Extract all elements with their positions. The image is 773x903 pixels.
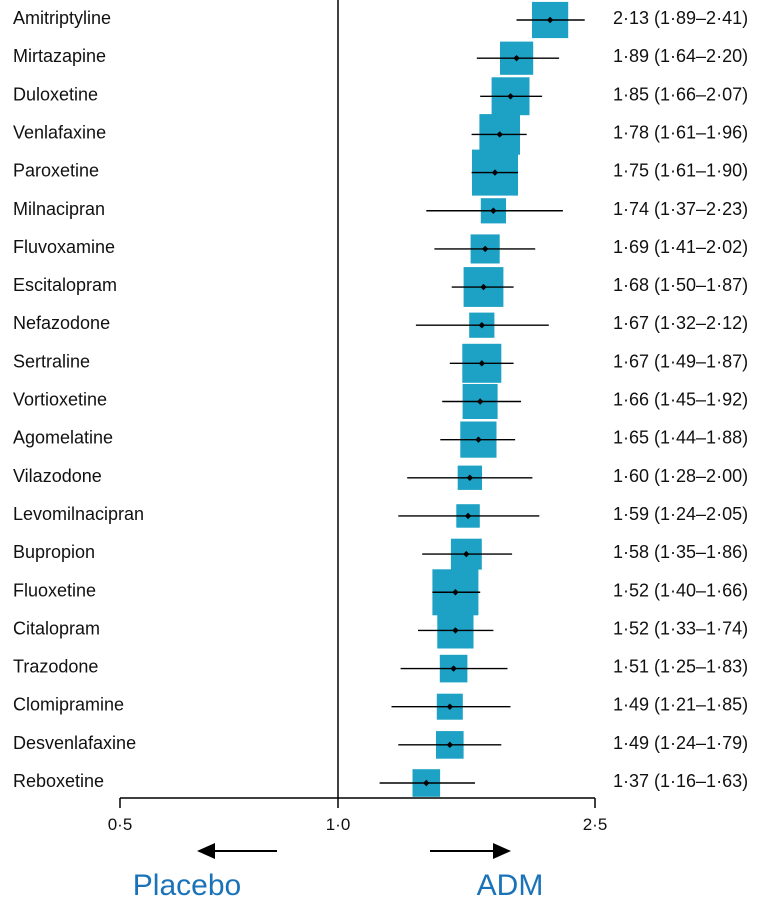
drug-label: Vilazodone bbox=[13, 466, 102, 486]
point-estimate-marker bbox=[452, 589, 459, 596]
estimate-ci-label: 1·37 (1·16–1·63) bbox=[613, 771, 748, 791]
drug-label: Levomilnacipran bbox=[13, 504, 144, 524]
point-estimate-marker bbox=[450, 665, 457, 672]
direction-indicators: Placebo ADM bbox=[133, 843, 544, 902]
adm-arrowhead-icon bbox=[493, 843, 511, 859]
drug-label: Sertraline bbox=[13, 351, 90, 371]
forest-row: Reboxetine 1·37 (1·16–1·63) bbox=[13, 769, 748, 797]
point-estimate-marker bbox=[452, 627, 459, 634]
estimate-ci-label: 1·75 (1·61–1·90) bbox=[613, 161, 748, 181]
drug-label: Bupropion bbox=[13, 542, 95, 562]
point-estimate-marker bbox=[507, 93, 514, 100]
x-axis: 0·5 1·0 2·5 bbox=[108, 0, 608, 834]
estimate-ci-label: 1·74 (1·37–2·23) bbox=[613, 199, 748, 219]
estimate-ci-label: 1·69 (1·41–2·02) bbox=[613, 237, 748, 257]
drug-label: Desvenlafaxine bbox=[13, 733, 136, 753]
estimate-ci-label: 1·68 (1·50–1·87) bbox=[613, 275, 748, 295]
drug-label: Venlafaxine bbox=[13, 122, 106, 142]
estimate-ci-label: 1·65 (1·44–1·88) bbox=[613, 428, 748, 448]
x-axis-ticks: 0·5 1·0 2·5 bbox=[108, 798, 608, 834]
point-estimate-marker bbox=[481, 245, 489, 253]
estimate-ci-label: 1·78 (1·61–1·96) bbox=[613, 122, 748, 142]
drug-label: Escitalopram bbox=[13, 275, 117, 295]
point-estimate-marker bbox=[463, 550, 470, 558]
point-estimate-marker bbox=[464, 512, 472, 520]
point-estimate-marker bbox=[513, 54, 520, 62]
point-estimate-marker bbox=[475, 436, 482, 443]
estimate-ci-label: 1·49 (1·24–1·79) bbox=[613, 733, 748, 753]
drug-label: Agomelatine bbox=[13, 428, 113, 448]
forest-row: Escitalopram 1·68 (1·50–1·87) bbox=[13, 267, 748, 307]
forest-row: Vilazodone 1·60 (1·28–2·00) bbox=[13, 465, 748, 490]
drug-label: Nefazodone bbox=[13, 313, 110, 333]
forest-row: Agomelatine 1·65 (1·44–1·88) bbox=[13, 421, 748, 458]
estimate-ci-label: 2·13 (1·89–2·41) bbox=[613, 8, 748, 28]
forest-row: Duloxetine 1·85 (1·66–2·07) bbox=[13, 77, 748, 116]
forest-row: Trazodone 1·51 (1·25–1·83) bbox=[13, 654, 748, 683]
forest-row: Venlafaxine 1·78 (1·61–1·96) bbox=[13, 114, 748, 155]
forest-row: Sertraline 1·67 (1·49–1·87) bbox=[13, 343, 748, 383]
point-estimate-marker bbox=[466, 474, 474, 481]
drug-label: Reboxetine bbox=[13, 771, 104, 791]
drug-label: Fluvoxamine bbox=[13, 237, 115, 257]
estimate-ci-label: 1·52 (1·33–1·74) bbox=[613, 618, 748, 638]
estimate-ci-label: 1·67 (1·49–1·87) bbox=[613, 351, 748, 371]
forest-row: Clomipramine 1·49 (1·21–1·85) bbox=[13, 693, 748, 720]
drug-label: Fluoxetine bbox=[13, 580, 96, 600]
point-estimate-marker bbox=[446, 741, 454, 749]
drug-label: Amitriptyline bbox=[13, 8, 111, 28]
estimate-ci-label: 1·58 (1·35–1·86) bbox=[613, 542, 748, 562]
forest-row: Fluoxetine 1·52 (1·40–1·66) bbox=[13, 569, 748, 616]
estimate-ci-label: 1·51 (1·25–1·83) bbox=[613, 657, 748, 677]
point-estimate-marker bbox=[423, 779, 430, 787]
drug-label: Trazodone bbox=[13, 657, 98, 677]
estimate-ci-label: 1·52 (1·40–1·66) bbox=[613, 580, 748, 600]
drug-label: Citalopram bbox=[13, 618, 100, 638]
estimate-ci-label: 1·66 (1·45–1·92) bbox=[613, 390, 748, 410]
forest-row: Amitriptyline 2·13 (1·89–2·41) bbox=[13, 1, 748, 39]
forest-row: Desvenlafaxine 1·49 (1·24–1·79) bbox=[13, 731, 748, 759]
forest-row: Paroxetine 1·75 (1·61–1·90) bbox=[13, 149, 748, 196]
placebo-arrowhead-icon bbox=[197, 843, 215, 859]
estimate-ci-label: 1·49 (1·21–1·85) bbox=[613, 695, 748, 715]
forest-row: Citalopram 1·52 (1·33–1·74) bbox=[13, 612, 748, 649]
estimate-ci-label: 1·60 (1·28–2·00) bbox=[613, 466, 748, 486]
forest-row: Milnacipran 1·74 (1·37–2·23) bbox=[13, 198, 748, 224]
point-estimate-marker bbox=[546, 16, 554, 24]
x-tick-label: 0·5 bbox=[108, 815, 133, 834]
estimate-ci-label: 1·67 (1·32–2·12) bbox=[613, 313, 748, 333]
adm-direction-label: ADM bbox=[477, 869, 544, 902]
placebo-direction-label: Placebo bbox=[133, 869, 241, 902]
drug-label: Milnacipran bbox=[13, 199, 105, 219]
point-estimate-marker bbox=[480, 283, 487, 291]
x-tick-label: 2·5 bbox=[583, 815, 608, 834]
x-tick-label: 1·0 bbox=[326, 815, 351, 834]
forest-row: Levomilnacipran 1·59 (1·24–2·05) bbox=[13, 504, 748, 528]
forest-row: Nefazodone 1·67 (1·32–2·12) bbox=[13, 312, 748, 338]
forest-row: Fluvoxamine 1·69 (1·41–2·02) bbox=[13, 234, 748, 264]
point-estimate-marker bbox=[446, 703, 454, 710]
point-estimate-marker bbox=[476, 398, 484, 405]
estimate-ci-label: 1·89 (1·64–2·20) bbox=[613, 46, 748, 66]
drug-label: Vortioxetine bbox=[13, 390, 107, 410]
forest-row: Vortioxetine 1·66 (1·45–1·92) bbox=[13, 384, 748, 419]
forest-row: Bupropion 1·58 (1·35–1·86) bbox=[13, 538, 748, 570]
point-estimate-marker bbox=[478, 360, 486, 367]
point-estimate-marker bbox=[491, 169, 499, 176]
estimate-ci-label: 1·85 (1·66–2·07) bbox=[613, 84, 748, 104]
drug-label: Duloxetine bbox=[13, 84, 98, 104]
drug-label: Paroxetine bbox=[13, 161, 99, 181]
forest-row: Mirtazapine 1·89 (1·64–2·20) bbox=[13, 41, 748, 75]
drug-label: Clomipramine bbox=[13, 695, 124, 715]
point-estimate-marker bbox=[490, 207, 497, 214]
point-estimate-marker bbox=[496, 131, 503, 138]
estimate-ci-label: 1·59 (1·24–2·05) bbox=[613, 504, 748, 524]
point-estimate-marker bbox=[478, 322, 486, 329]
drug-label: Mirtazapine bbox=[13, 46, 106, 66]
rows-layer: Amitriptyline 2·13 (1·89–2·41) Mirtazapine… bbox=[13, 1, 748, 797]
